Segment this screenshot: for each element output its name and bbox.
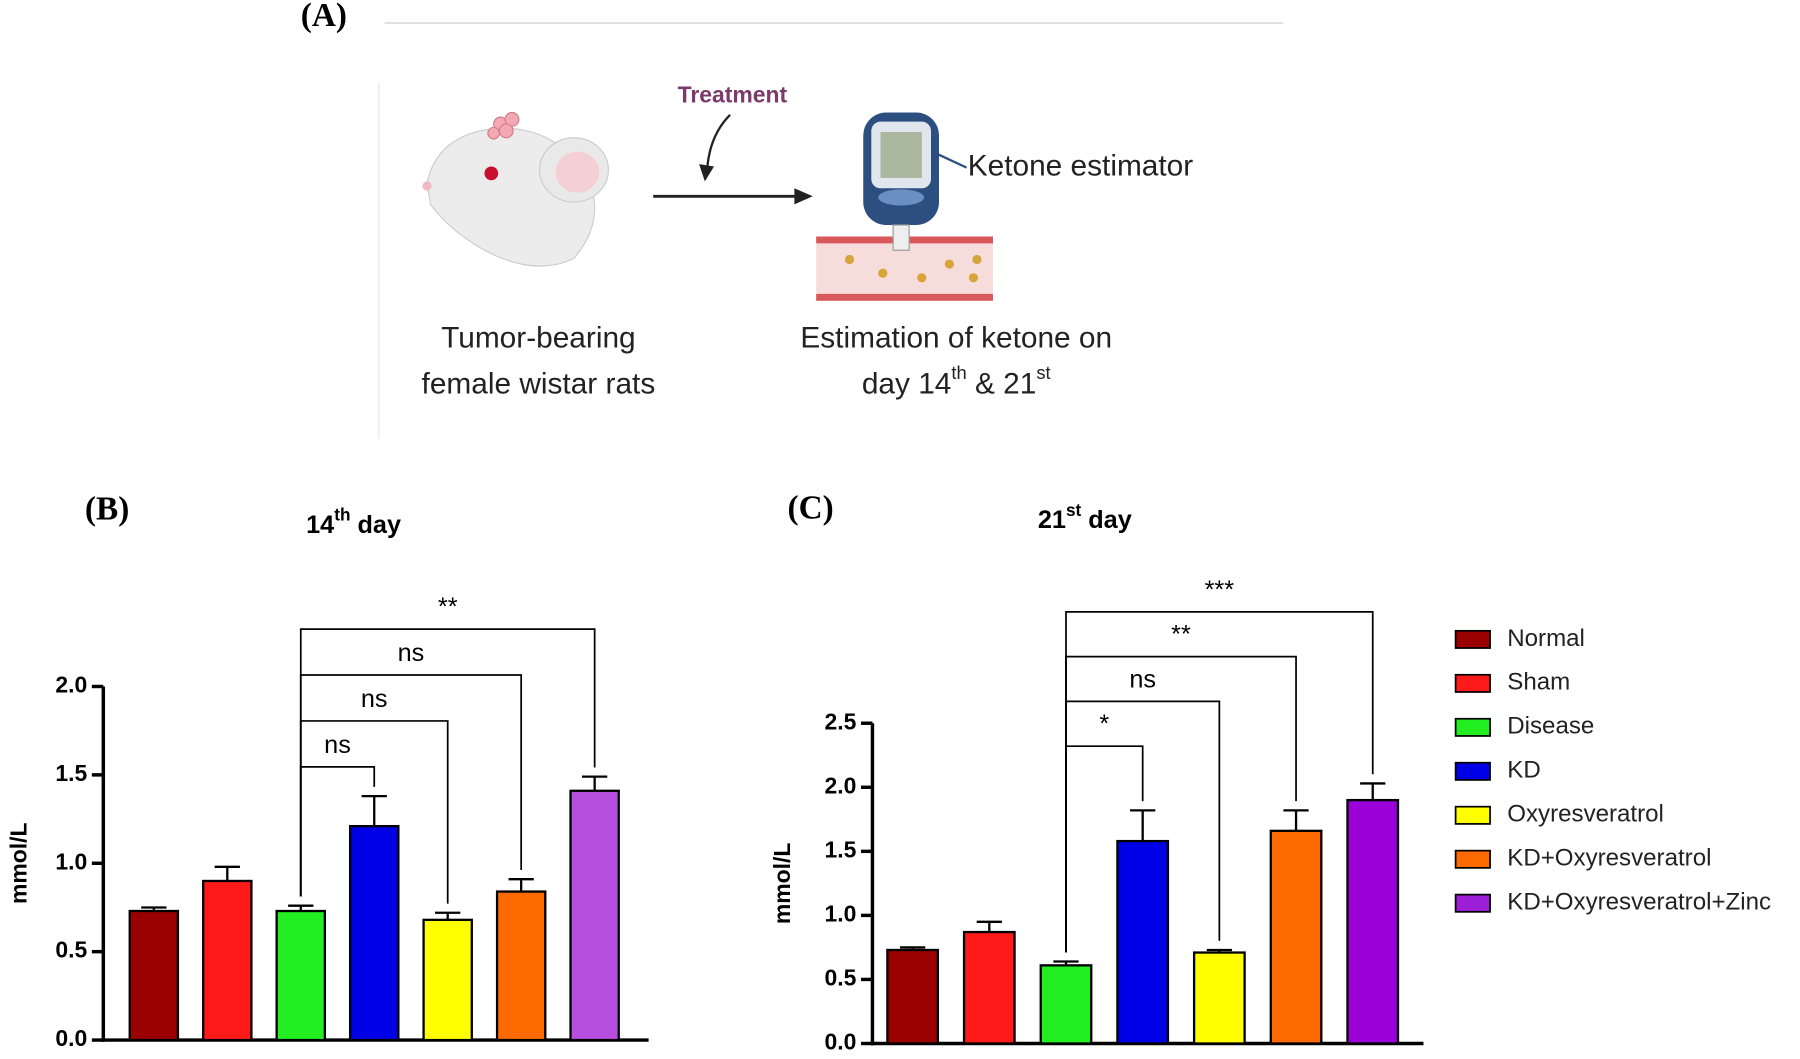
panel-label: (A) — [301, 0, 347, 34]
significance-label: ** — [438, 593, 458, 621]
bar — [886, 948, 940, 1045]
significance-label: * — [1099, 710, 1109, 738]
device-label: Ketone estimator — [968, 149, 1194, 182]
y-tick-label: 0.0 — [824, 1029, 856, 1055]
title-part: 21 — [1038, 506, 1066, 534]
legend-label: Oxyresveratrol — [1507, 801, 1664, 828]
y-tick-label: 1.5 — [824, 836, 856, 862]
y-tick-label: 1.0 — [55, 848, 87, 874]
legend-swatch — [1454, 893, 1491, 913]
bar — [275, 909, 327, 1042]
legend-label: KD+Oxyresveratrol — [1507, 845, 1711, 872]
legend-swatch — [1454, 849, 1491, 869]
title-part: st — [1066, 499, 1082, 519]
y-axis-label: mmol/L — [6, 822, 32, 904]
bar — [348, 824, 400, 1042]
bar — [569, 789, 620, 1042]
significance-label: *** — [1205, 576, 1235, 604]
chart-title: 21st day — [1038, 499, 1132, 533]
arrowhead — [794, 188, 813, 205]
y-tick-label: 2.0 — [824, 772, 856, 798]
y-tick-label: 1.0 — [824, 900, 856, 926]
y-tick-label: 0.0 — [55, 1025, 87, 1051]
arrow — [705, 113, 731, 170]
y-tick-label: 0.5 — [55, 937, 87, 963]
y-tick-label: 0.5 — [824, 965, 856, 991]
bar — [422, 918, 473, 1042]
bar — [1192, 951, 1246, 1045]
rat-illustration — [422, 111, 609, 267]
legend-label: Sham — [1507, 669, 1570, 696]
title-part: day — [350, 510, 401, 538]
bar — [1346, 798, 1400, 1045]
panel-a: (A) Treatment — [301, 0, 1284, 439]
bar — [128, 909, 180, 1042]
title-part: day — [1081, 506, 1132, 534]
y-tick-label: 1.5 — [55, 760, 87, 786]
legend-swatch — [1454, 805, 1491, 825]
significance-bracket — [299, 628, 596, 897]
legend-label: KD — [1507, 757, 1540, 784]
step-label: day 14th & 21st — [862, 362, 1051, 401]
legend: Normal Sham Disease KD Oxyresveratrol KD+Oxyr… — [1454, 625, 1771, 916]
significance-bracket — [299, 674, 523, 897]
significance-label: ns — [1129, 665, 1156, 693]
chart-title: 14th day — [306, 504, 401, 538]
legend-label: Normal — [1507, 625, 1585, 652]
significance-label: ns — [398, 639, 425, 667]
y-axis-label: mmol/L — [769, 843, 795, 925]
significance-label: ** — [1171, 621, 1191, 649]
step-label: Estimation of ketone on — [800, 322, 1112, 355]
legend-label: Disease — [1507, 713, 1594, 740]
bar — [1116, 839, 1170, 1045]
significance-label: ns — [361, 685, 388, 713]
meter-illustration — [863, 112, 968, 251]
bar — [495, 890, 547, 1042]
panel-label: (B) — [85, 491, 129, 528]
subject-label: Tumor-bearing — [441, 322, 636, 355]
treatment-label: Treatment — [678, 81, 788, 107]
legend-swatch — [1454, 717, 1491, 737]
bar — [1039, 964, 1093, 1045]
title-part: 14 — [306, 510, 334, 538]
legend-label: KD+Oxyresveratrol+Zinc — [1507, 889, 1771, 916]
chart: (C) 21st day mmol/L 0.0 0.5 1.0 1.5 2.0 2.5 * ns **… — [769, 489, 1424, 1055]
arrowhead — [699, 164, 715, 182]
bar — [962, 930, 1016, 1045]
y-tick-label: 2.5 — [824, 708, 856, 734]
y-tick-label: 2.0 — [55, 672, 87, 698]
significance-bracket — [1065, 611, 1374, 953]
significance-label: ns — [324, 731, 351, 759]
bar — [1269, 829, 1323, 1045]
title-part: th — [334, 504, 350, 524]
legend-swatch — [1454, 673, 1491, 693]
panel-label: (C) — [788, 489, 834, 526]
subject-label: female wistar rats — [422, 368, 656, 401]
bar — [202, 879, 253, 1042]
legend-swatch — [1454, 761, 1491, 781]
legend-swatch — [1454, 629, 1491, 649]
